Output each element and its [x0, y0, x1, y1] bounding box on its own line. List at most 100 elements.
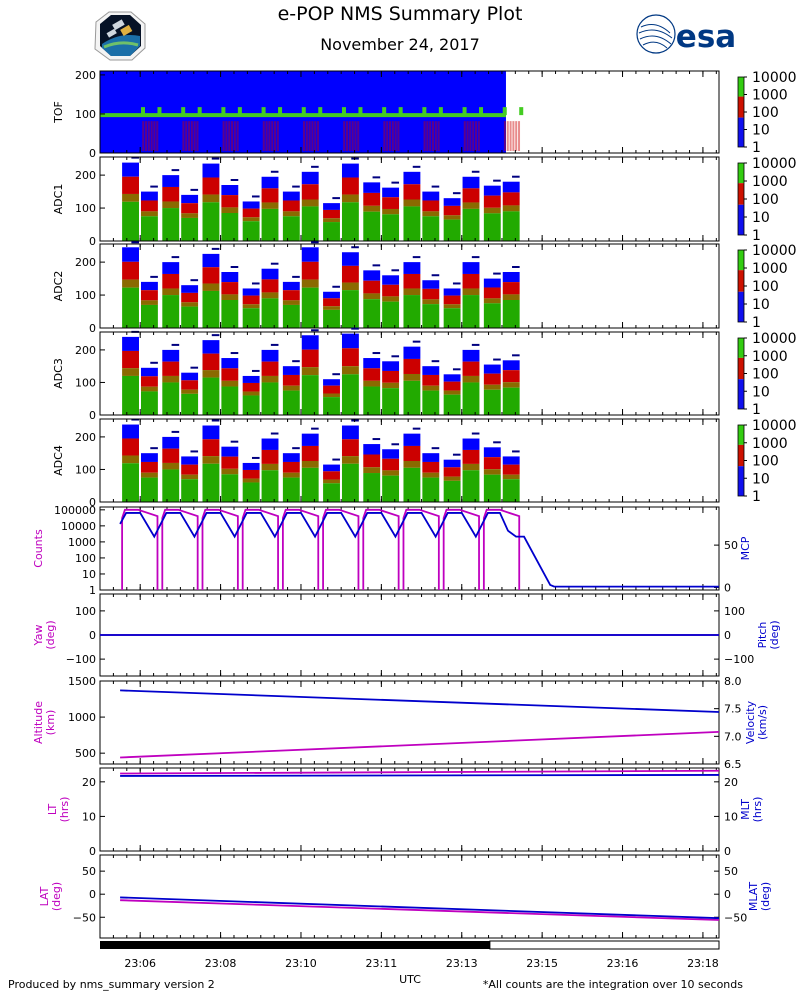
adc-sparse-mark — [471, 256, 480, 259]
x-tick-label: 23:11 — [366, 957, 398, 970]
adc-bar-blend — [162, 201, 180, 209]
tof-speckle — [274, 121, 277, 151]
colorbar-label: 10000 — [752, 70, 797, 86]
panel-frame-1 — [99, 156, 720, 242]
adc-bar-blend — [483, 384, 501, 390]
x-tick-label: 23:10 — [285, 957, 317, 970]
adc-bar-mid — [162, 186, 180, 202]
adc-bar-mid — [382, 370, 400, 383]
lat-label-line: LAT — [38, 886, 51, 906]
adc-sparse-mark — [292, 360, 300, 363]
adc-bar-low — [242, 482, 260, 502]
adc-bar-low — [242, 395, 260, 415]
tof-speckle — [343, 121, 346, 151]
adc-bar-mid — [242, 469, 260, 479]
adc-bar-low — [483, 213, 501, 241]
adc-bar-mid — [422, 374, 440, 386]
altitude-label: Altitude (km) — [32, 701, 57, 744]
tof-speckle — [188, 121, 191, 151]
tof-speckle — [185, 121, 188, 151]
tof-speckle — [236, 121, 239, 151]
tof-speckle — [311, 121, 314, 151]
adc-bar-blend — [502, 294, 520, 300]
tof-speckle — [423, 121, 426, 151]
adc-sparse-mark — [292, 275, 300, 278]
adc-bar-blend — [261, 463, 279, 471]
tof-speckle — [182, 121, 185, 151]
mcp-label-line: MCP — [739, 536, 752, 560]
adc-sparse-mark — [311, 329, 319, 332]
adc-bar-mid — [382, 284, 400, 297]
adc-bar-blend — [140, 472, 158, 478]
adc-bar-blend — [403, 199, 421, 207]
colorbar-green — [738, 425, 744, 445]
adc-bar-blend — [382, 382, 400, 389]
adc-bar-low — [403, 467, 421, 502]
adc-bar-blend — [162, 375, 180, 383]
colorbar-label: 1000 — [752, 349, 788, 365]
adc-bar-low — [181, 217, 199, 241]
adc-sparse-mark — [270, 432, 279, 435]
adc-bar-top — [422, 366, 440, 375]
y-tick-label-right: 50 — [724, 865, 738, 878]
adc-sparse-mark — [512, 266, 520, 268]
adc-bar-top — [382, 361, 400, 371]
adc-bar-mid — [242, 208, 260, 218]
adc-bar-blend — [462, 375, 480, 383]
y-tick-label-right: 7.5 — [724, 703, 742, 716]
adc-sparse-mark — [190, 279, 199, 282]
pitch-label-line: (deg) — [768, 620, 781, 649]
adc-bar-top — [422, 191, 440, 201]
adc-bar-low — [242, 308, 260, 328]
adc-bar-top — [323, 379, 340, 386]
adc-bar-top — [462, 349, 480, 362]
adc-bar-mid — [382, 458, 400, 471]
y-tick-label-left: 0 — [89, 496, 96, 509]
panel-ylabel-line: ADC4 — [52, 445, 65, 476]
adc-bar-top — [181, 456, 199, 465]
adc-bar-top — [462, 438, 480, 450]
adc-bar-top — [162, 262, 180, 274]
adc-sparse-mark — [431, 447, 440, 450]
adc-bar-top — [403, 346, 421, 359]
adc-sparse-mark — [190, 366, 199, 369]
adc-bar-top — [181, 285, 199, 293]
adc-bar-top — [162, 175, 180, 187]
adc-bar-top — [483, 185, 501, 196]
y-tick-label-left: 200 — [75, 431, 96, 444]
adc-bar-mid — [443, 295, 461, 305]
adc-bar-low — [181, 306, 199, 328]
adc-bar-mid — [323, 209, 340, 219]
adc-sparse-mark — [332, 373, 340, 376]
adc-sparse-mark — [270, 343, 279, 346]
adc-bar-mid — [140, 290, 158, 301]
adc-sparse-mark — [211, 334, 220, 337]
tof-spike — [438, 107, 443, 116]
adc-bar-blend — [301, 199, 319, 207]
adc-bar-blend — [363, 205, 381, 212]
adc-bar-mid — [323, 385, 340, 394]
esa-logo-text: esa — [676, 19, 736, 55]
adc-sparse-mark — [211, 157, 220, 160]
adc-bar-blend — [323, 479, 340, 484]
adc-sparse-mark — [150, 447, 158, 450]
adc-sparse-mark — [391, 269, 400, 272]
tof-spike — [237, 107, 242, 116]
pitch-label-line: Pitch — [756, 622, 769, 649]
mcp-label: MCP — [739, 536, 752, 560]
adc-bar-mid — [483, 457, 501, 470]
adc-sparse-mark — [372, 438, 381, 441]
colorbar-red — [738, 444, 744, 467]
mlt-series — [120, 774, 720, 777]
adc-bar-top — [443, 459, 461, 468]
y-tick-label-left: −50 — [73, 911, 96, 924]
adc-bar-top — [483, 364, 501, 374]
adc-bar-top — [162, 349, 180, 362]
mission-patch-icon — [94, 11, 146, 61]
adc-bar-blend — [323, 306, 340, 310]
adc-bar-top — [382, 449, 400, 459]
colorbar-blue — [738, 466, 744, 496]
adc-bar-blend — [382, 470, 400, 476]
adc-sparse-mark — [452, 192, 461, 195]
colorbar-label: 100 — [752, 105, 779, 121]
